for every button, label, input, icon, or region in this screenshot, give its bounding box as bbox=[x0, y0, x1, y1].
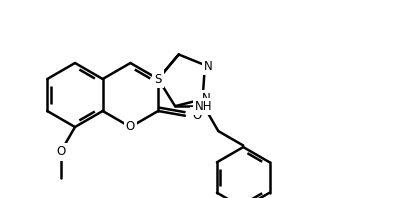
Text: N: N bbox=[202, 92, 211, 105]
Text: O: O bbox=[56, 146, 65, 158]
Text: S: S bbox=[154, 72, 162, 86]
Text: O: O bbox=[192, 109, 201, 122]
Text: N: N bbox=[204, 60, 213, 73]
Text: O: O bbox=[126, 121, 135, 133]
Text: NH: NH bbox=[195, 100, 213, 113]
